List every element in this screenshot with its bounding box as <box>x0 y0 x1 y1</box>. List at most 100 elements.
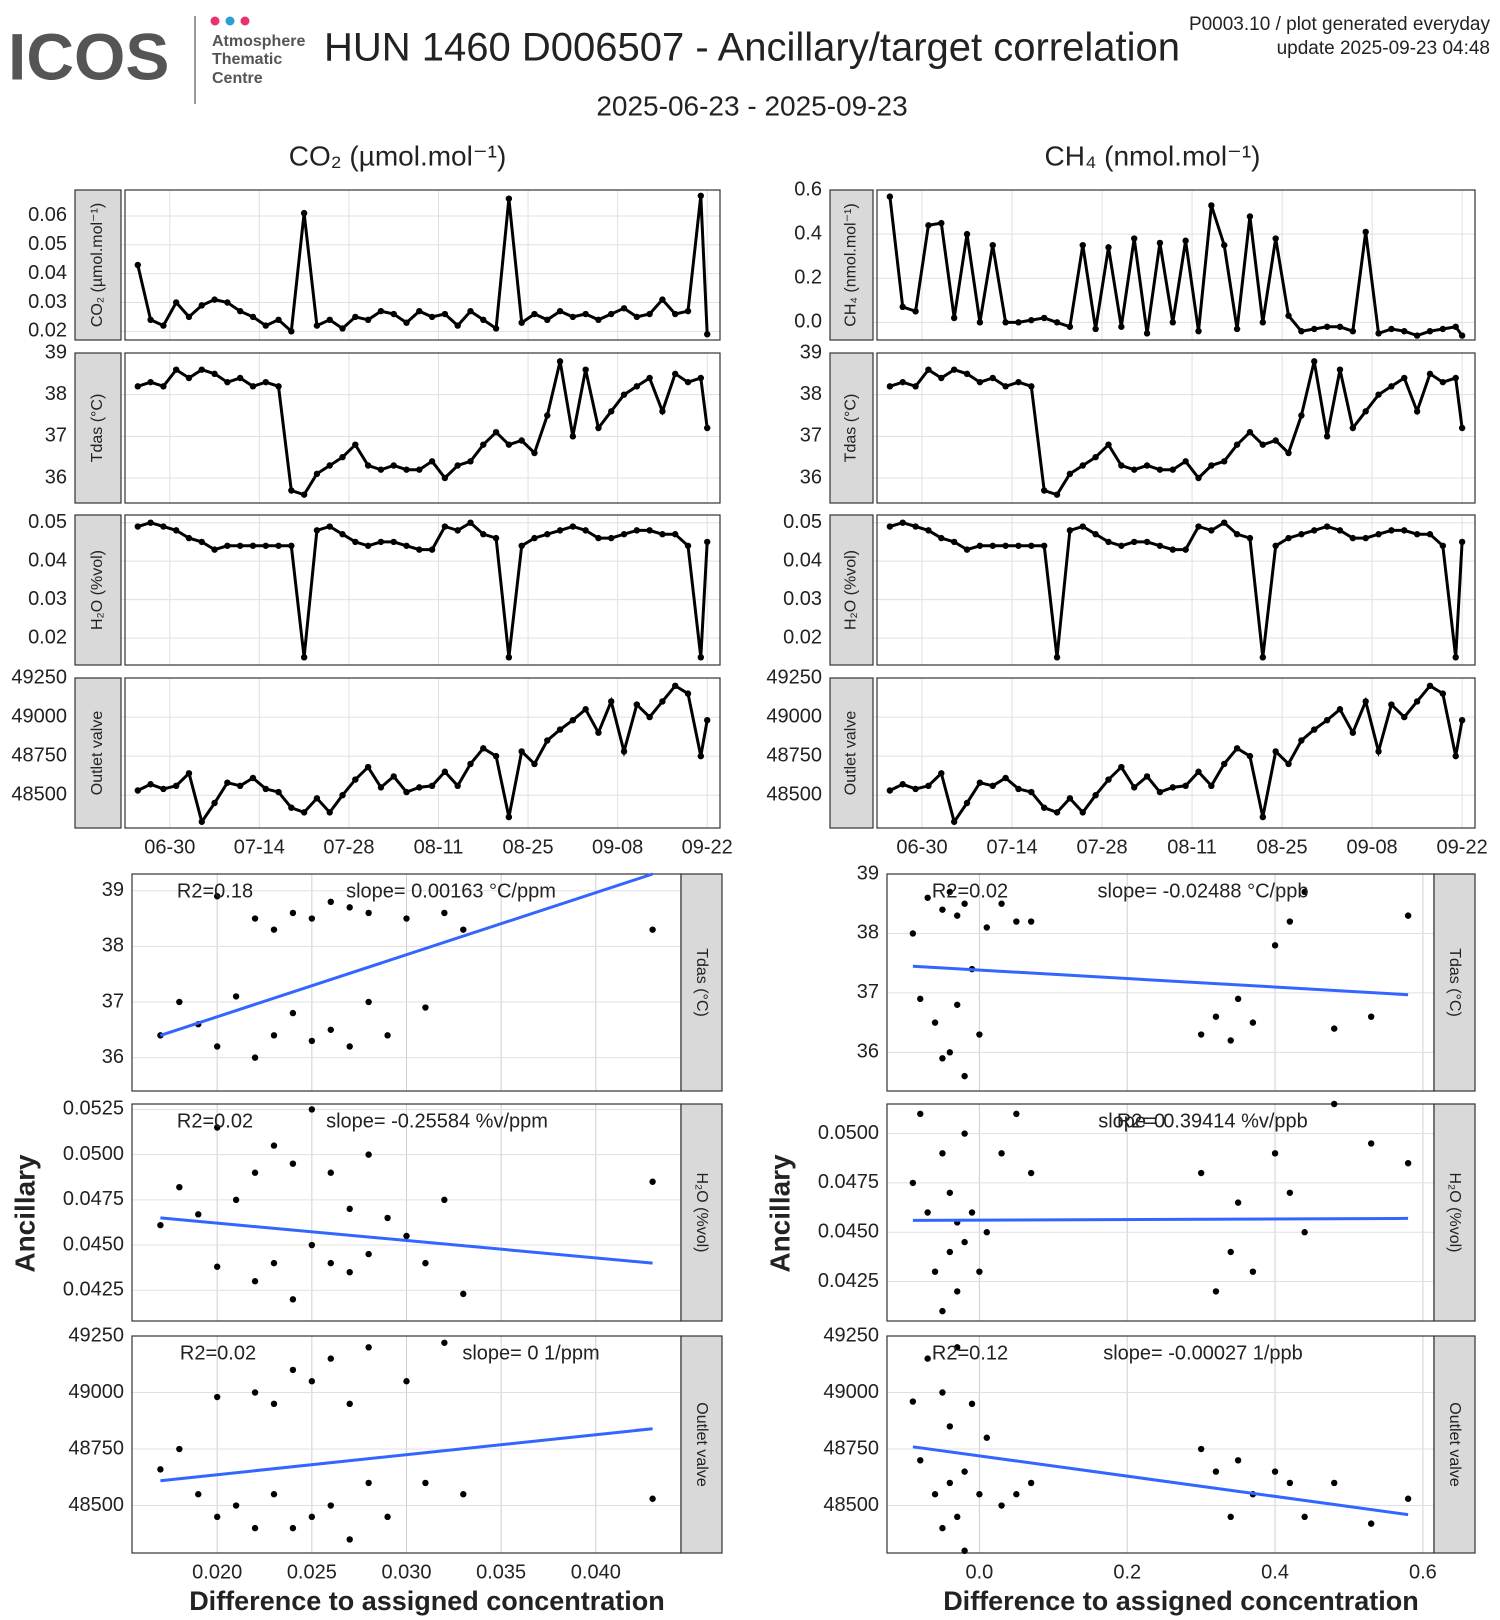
point <box>1212 1013 1220 1020</box>
point <box>620 531 628 538</box>
point <box>1388 527 1395 534</box>
point <box>998 1502 1005 1509</box>
point <box>1195 523 1202 530</box>
point <box>912 383 919 390</box>
point <box>232 1502 240 1509</box>
line <box>137 683 709 826</box>
point <box>480 531 487 538</box>
point <box>390 538 397 546</box>
point <box>569 716 577 724</box>
point <box>1028 383 1035 390</box>
point <box>1272 437 1279 444</box>
point <box>1053 319 1061 326</box>
point <box>1027 918 1035 925</box>
point <box>1272 542 1279 549</box>
strip <box>74 352 122 504</box>
point <box>403 788 410 796</box>
y-tick-label: 48500 <box>823 1494 879 1516</box>
point <box>963 370 971 378</box>
x-tick-label: 0.040 <box>571 1561 621 1583</box>
point <box>1298 327 1305 335</box>
point <box>441 1339 448 1346</box>
point <box>1227 1248 1234 1256</box>
point <box>704 424 711 432</box>
point <box>924 894 931 901</box>
point <box>364 316 372 324</box>
point <box>939 1055 946 1062</box>
line <box>889 360 1464 497</box>
y-tick-label: 36 <box>857 1041 879 1063</box>
y-tick-label: 0.04 <box>28 549 67 571</box>
point <box>270 1259 278 1267</box>
point <box>251 1389 259 1396</box>
point <box>1323 323 1331 330</box>
point <box>147 378 154 386</box>
point <box>1197 1445 1205 1453</box>
strip-label: Tdas (°C) <box>843 394 860 463</box>
panel <box>877 190 1475 340</box>
strip <box>1433 873 1476 1092</box>
point <box>1040 804 1048 811</box>
point <box>377 466 385 473</box>
point <box>134 261 141 269</box>
point <box>924 1355 931 1362</box>
point <box>1027 1479 1035 1487</box>
point <box>1426 682 1434 690</box>
point <box>428 458 436 465</box>
point <box>1362 228 1369 236</box>
point <box>1249 1019 1257 1026</box>
x-tick-label: 0.030 <box>381 1561 431 1583</box>
point <box>1439 378 1447 386</box>
point <box>620 305 628 312</box>
strip-label: CH₄ (nmol.mol⁻¹) <box>843 203 860 326</box>
point <box>1259 441 1267 448</box>
point <box>595 534 602 542</box>
logo-dot <box>225 16 235 26</box>
point <box>1092 531 1099 538</box>
point <box>649 926 656 933</box>
point <box>1452 374 1459 382</box>
point <box>249 383 257 390</box>
y-tick-label: 0.02 <box>28 626 67 648</box>
strip <box>829 189 874 341</box>
point <box>1015 378 1022 386</box>
panel <box>125 515 720 665</box>
point <box>704 331 711 338</box>
annotation: slope= -0.00027 1/ppb <box>1103 1342 1303 1364</box>
point <box>909 1179 917 1187</box>
point <box>480 316 487 324</box>
point <box>308 1513 316 1521</box>
point <box>211 546 218 553</box>
point <box>531 760 538 768</box>
point <box>1131 538 1138 546</box>
point <box>939 906 946 913</box>
point <box>1227 1513 1234 1521</box>
point <box>950 818 958 825</box>
point <box>925 527 932 534</box>
point <box>1367 1520 1375 1527</box>
point <box>288 487 295 494</box>
point <box>428 546 436 553</box>
y-tick-label: 0.0475 <box>818 1171 879 1193</box>
x-tick-label: 0.6 <box>1409 1561 1437 1583</box>
point <box>1388 383 1395 390</box>
point <box>505 195 513 202</box>
point <box>390 310 397 318</box>
point <box>1301 888 1308 896</box>
point <box>160 523 167 530</box>
point <box>300 809 308 816</box>
point <box>518 542 525 549</box>
point <box>1212 1468 1220 1475</box>
point <box>211 296 218 303</box>
logo-dot <box>210 16 220 26</box>
point <box>659 531 666 538</box>
point <box>289 909 297 917</box>
point <box>1458 716 1466 724</box>
point <box>961 1072 968 1080</box>
logo-dot <box>240 16 250 26</box>
point <box>441 310 449 318</box>
point <box>313 795 321 802</box>
point <box>1040 314 1048 322</box>
point <box>931 1268 939 1275</box>
point <box>1053 491 1061 498</box>
